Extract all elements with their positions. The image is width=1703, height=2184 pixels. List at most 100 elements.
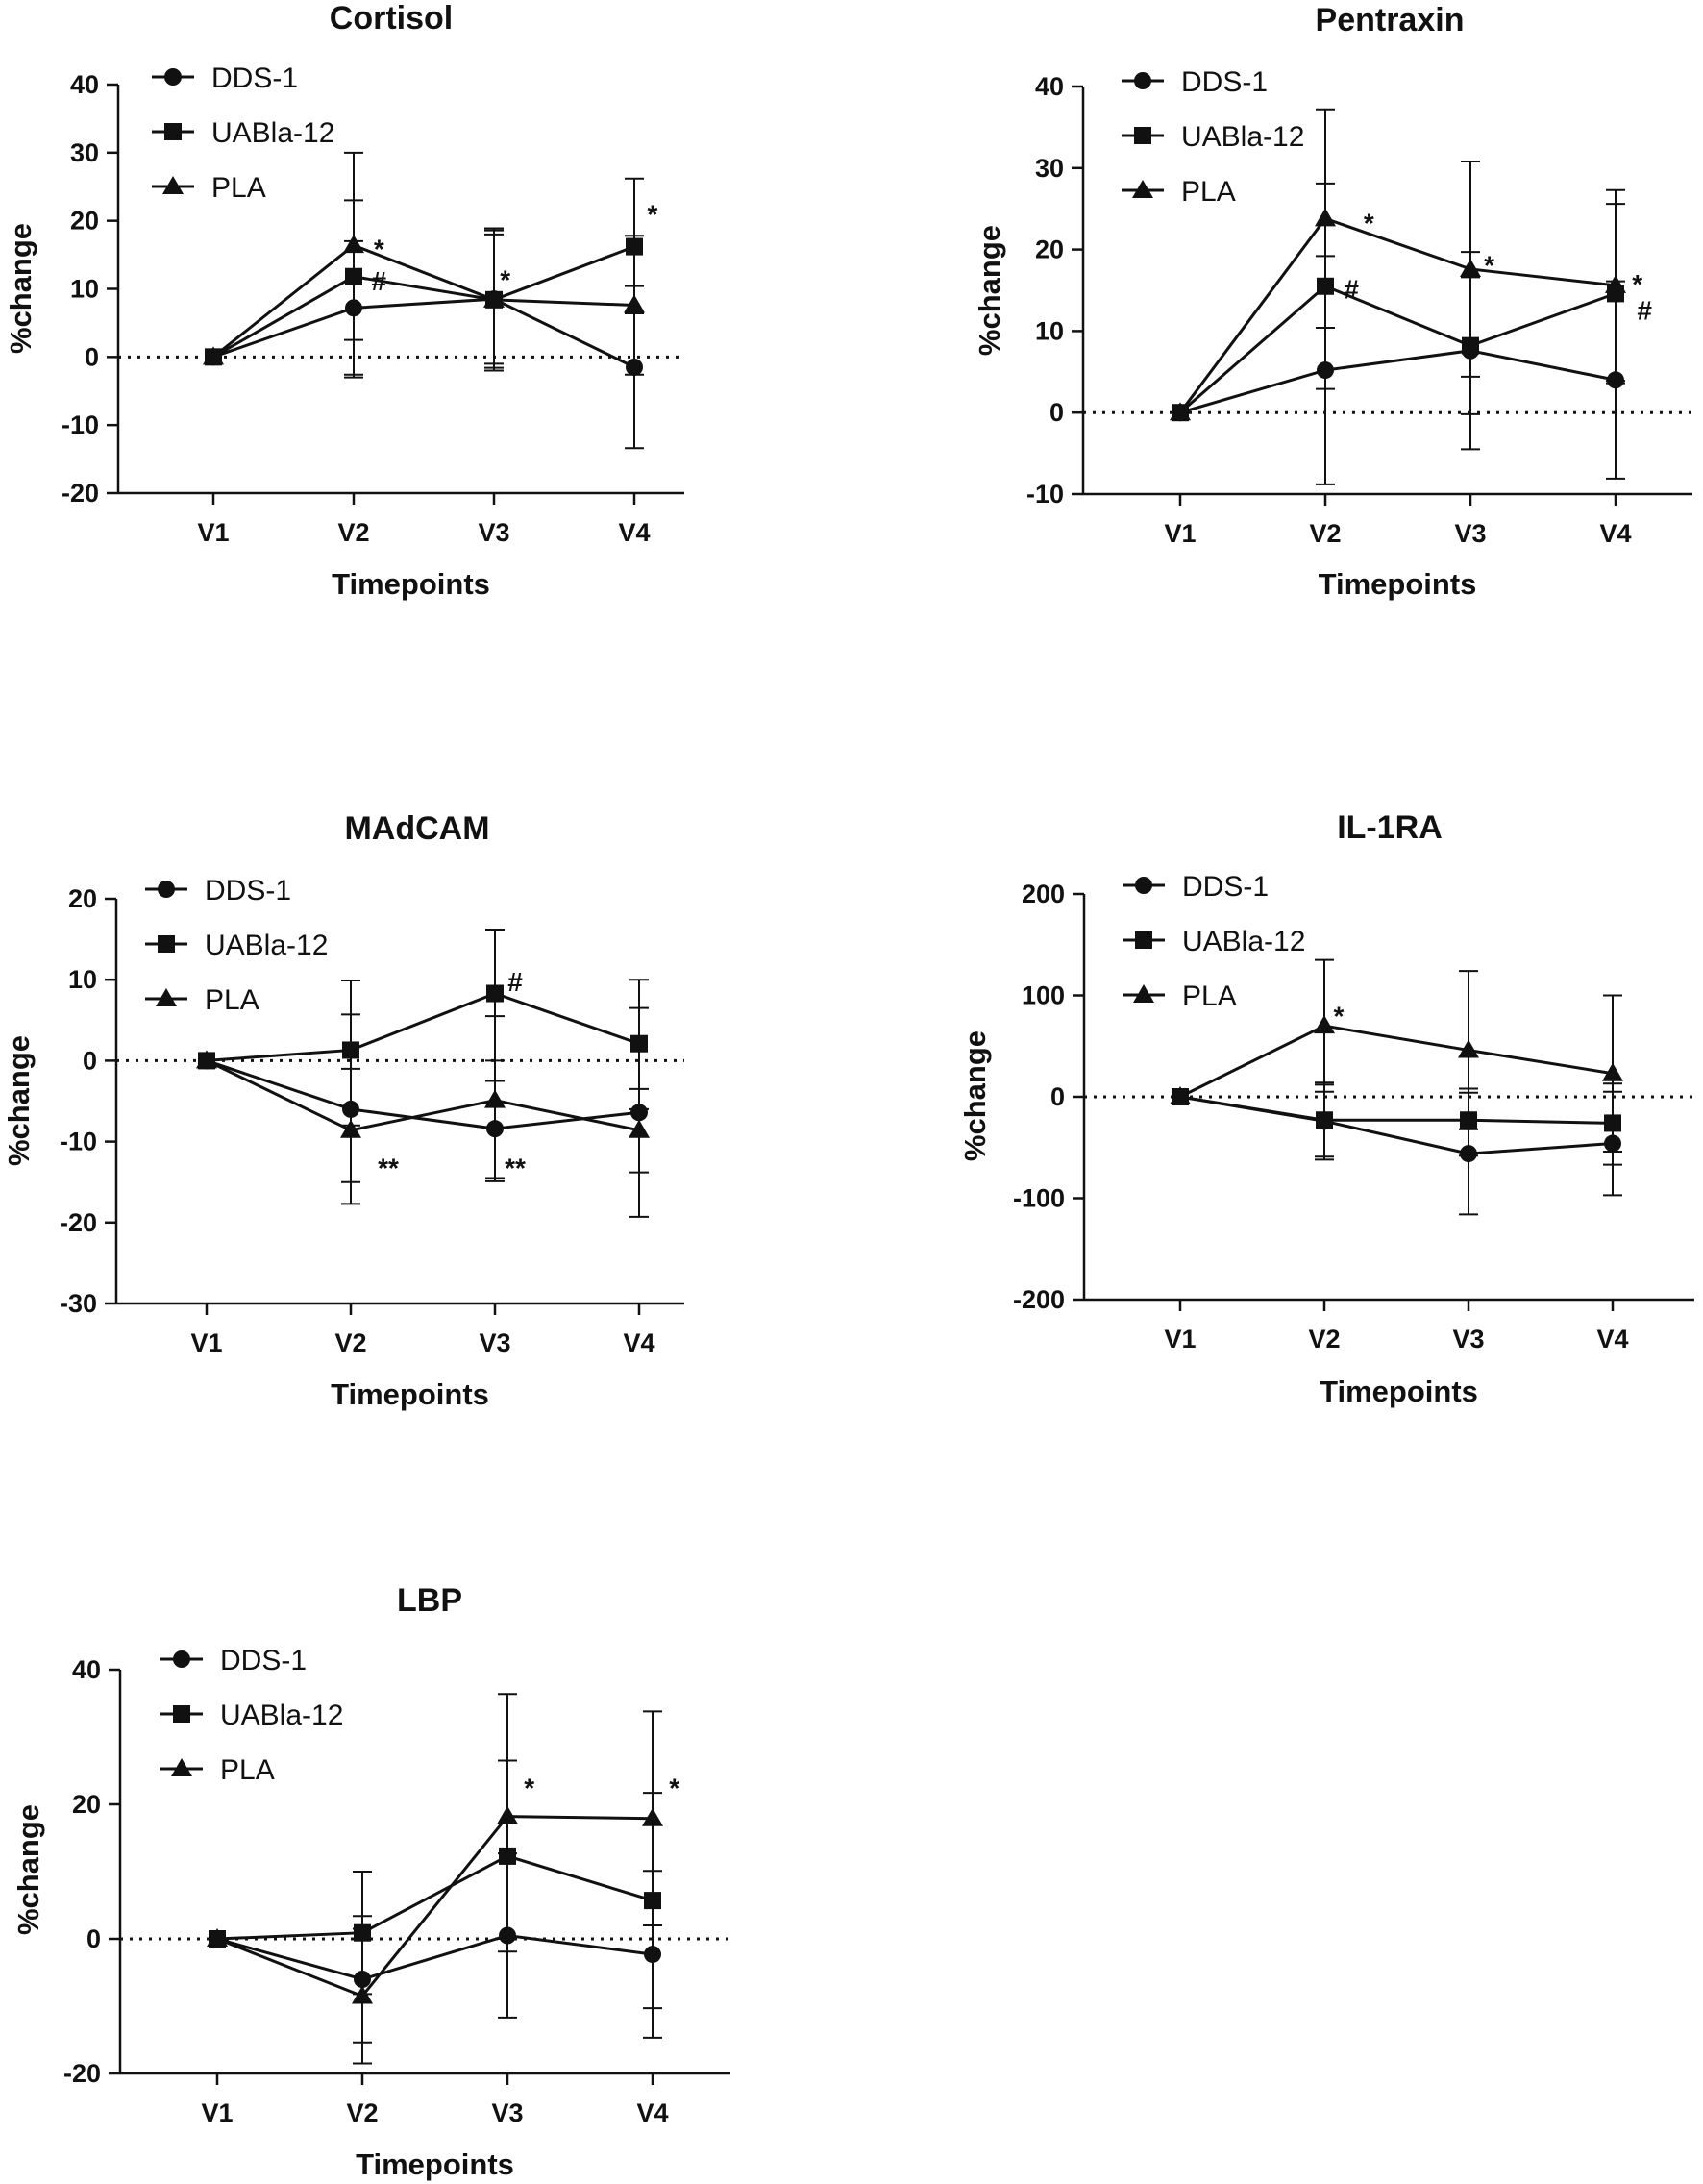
x-tick-label-cortisol: V4 [618,518,650,547]
x-axis-label-pentraxin: Timepoints [1319,567,1477,601]
x-tick-label-lbp: V1 [201,2098,233,2127]
legend-label-pla-lbp: PLA [220,1754,275,1786]
series-line-uabla-12-il-1ra [1179,1095,1614,1125]
data-point-pla-v4-cortisol [624,294,645,313]
series-line-dds-1-il-1ra [1179,1095,1614,1155]
legend-marker-dds-1-cortisol [164,68,182,86]
legend-label-pla-pentraxin: PLA [1181,176,1236,208]
legend-label-dds-1-cortisol: DDS-1 [211,62,298,94]
x-tick-label-madcam: V2 [334,1328,366,1357]
significance-mark-cortisol: * [500,265,510,295]
x-tick-label-pentraxin: V4 [1599,519,1631,548]
x-tick-label-pentraxin: V1 [1164,519,1196,548]
y-tick-label-pentraxin: 40 [1035,72,1064,101]
y-tick-label-madcam: 0 [83,1046,97,1075]
y-tick-label-pentraxin: -10 [1026,480,1064,509]
legend-marker-dds-1-lbp [173,1650,190,1668]
x-tick-label-madcam: V4 [623,1328,654,1357]
y-tick-label-lbp: 40 [72,1655,101,1684]
y-tick-label-il-1ra: -100 [1013,1184,1065,1213]
series-line-uabla-12-cortisol [212,245,635,359]
significance-mark-cortisol: * [648,200,658,230]
legend-label-dds-1-pentraxin: DDS-1 [1181,66,1268,98]
series-dds-1-cortisol [205,229,644,450]
data-point-pla-v4-madcam [629,1119,650,1138]
y-tick-label-cortisol: 40 [70,70,99,99]
significance-mark-cortisol: * [374,235,384,264]
chart-pentraxin: Pentraxin -10 0 10 20 30 40 V1 V2 V3 V4 Timepoints%… [973,2,1692,601]
x-axis-label-lbp: Timepoints [356,2147,514,2181]
series-pla-il-1ra [1170,958,1623,1153]
significance-mark-pentraxin: * [1364,209,1374,238]
legend-marker-uabla-12-madcam [158,935,175,953]
x-tick-label-lbp: V2 [346,2098,378,2127]
y-tick-label-madcam: -10 [60,1128,97,1156]
series-pla-pentraxin [1170,108,1626,421]
chart-title-il-1ra: IL-1RA [1337,809,1443,846]
y-axis-label-lbp: %change [12,1804,45,1935]
data-point-pla-v1-il-1ra [1170,1086,1191,1104]
legend-marker-pla-pentraxin [1132,180,1153,198]
series-pla-lbp [207,1693,663,2065]
x-tick-label-il-1ra: V4 [1596,1325,1628,1353]
series-dds-1-madcam [198,1006,649,1218]
series-uabla-12-lbp [209,1759,662,2010]
series-line-pla-lbp [216,1815,654,1998]
chart-il-1ra: IL-1RA -200 -100 0 100 200 V1 V2 V3 V4 Timepoints%… [958,809,1694,1408]
y-tick-label-cortisol: 20 [70,207,99,236]
chart-title-madcam: MAdCAM [344,810,489,847]
series-pla-cortisol [203,151,645,379]
data-point-pla-v4-pentraxin [1605,274,1626,293]
significance-mark-lbp: * [524,1774,534,1803]
y-tick-label-cortisol: 30 [70,138,99,167]
legend-label-dds-1-il-1ra: DDS-1 [1182,871,1269,903]
series-pla-madcam [196,1050,650,1183]
y-tick-label-lbp: 20 [72,1790,101,1819]
y-tick-label-il-1ra: 100 [1022,981,1065,1010]
significance-mark-madcam: ** [505,1154,526,1183]
legend-label-pla-cortisol: PLA [211,172,266,204]
series-line-uabla-12-pentraxin [1179,285,1617,414]
data-point-pla-v2-cortisol [343,235,364,254]
chart-title-pentraxin: Pentraxin [1316,2,1465,38]
x-axis-label-madcam: Timepoints [331,1377,489,1411]
x-tick-label-madcam: V3 [479,1328,510,1357]
data-point-pla-v2-pentraxin [1315,208,1336,227]
series-line-uabla-12-lbp [216,1854,654,1941]
legend-label-uabla-12-lbp: UABla-12 [220,1700,343,1731]
chart-title-lbp: LBP [397,1582,462,1619]
data-point-pla-v2-lbp [352,1985,373,2004]
legend-marker-pla-cortisol [162,176,184,194]
y-tick-label-il-1ra: 0 [1050,1082,1065,1111]
series-line-dds-1-lbp [216,1933,654,1981]
y-tick-label-il-1ra: -200 [1013,1285,1065,1314]
y-tick-label-pentraxin: 10 [1035,316,1064,345]
data-point-pla-v1-pentraxin [1170,402,1191,421]
x-tick-label-il-1ra: V3 [1452,1325,1484,1353]
y-tick-label-pentraxin: 30 [1035,154,1064,183]
data-point-uabla-12-v4-madcam [630,1034,648,1053]
chart-cortisol: Cortisol -20 -10 0 10 20 30 40 V1 V2 V3 V4 Timepoint… [4,0,684,601]
significance-mark-pentraxin: * [1632,269,1642,299]
y-tick-label-lbp: 0 [86,1924,101,1953]
legend-marker-pla-madcam [156,988,177,1006]
legend-label-uabla-12-il-1ra: UABla-12 [1182,926,1305,957]
y-tick-label-cortisol: -20 [62,479,99,508]
legend-label-pla-madcam: PLA [205,984,259,1016]
significance-mark-pentraxin: # [1344,274,1359,304]
series-line-dds-1-cortisol [212,297,635,369]
y-axis-label-madcam: %change [2,1035,36,1166]
x-tick-label-cortisol: V2 [337,518,369,547]
y-tick-label-pentraxin: 0 [1049,398,1064,427]
significance-mark-madcam: # [507,967,523,997]
legend-label-dds-1-lbp: DDS-1 [220,1645,307,1676]
data-point-pla-v1-cortisol [203,346,224,365]
x-axis-label-cortisol: Timepoints [332,567,490,601]
data-point-pla-v3-pentraxin [1460,258,1481,277]
series-line-pla-cortisol [212,243,635,359]
significance-mark-pentraxin: * [1484,251,1494,281]
y-axis-label-il-1ra: %change [958,1030,992,1161]
x-tick-label-il-1ra: V2 [1308,1325,1340,1353]
data-point-pla-v1-lbp [207,1928,228,1947]
